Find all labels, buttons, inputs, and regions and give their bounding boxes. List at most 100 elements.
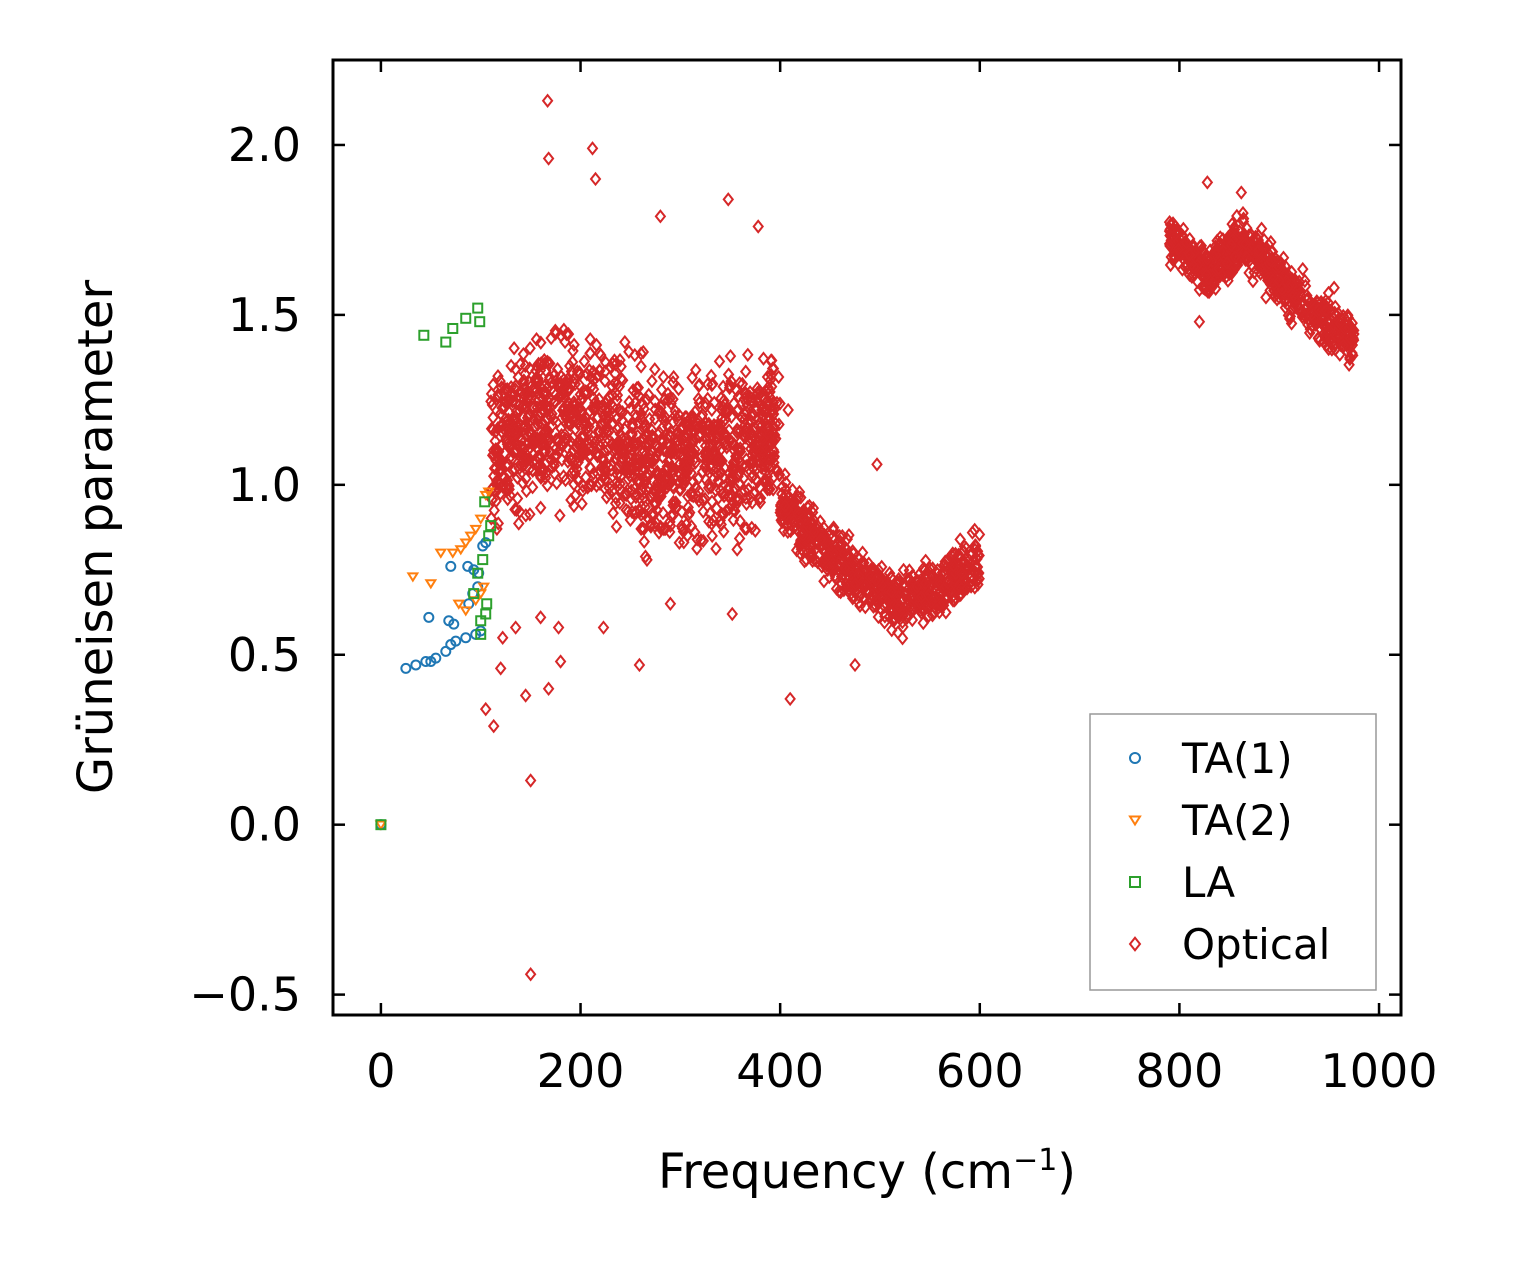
optical-point [543, 372, 555, 388]
optical-point [496, 400, 508, 416]
optical-point [615, 371, 627, 387]
optical-point [520, 453, 532, 469]
optical-point [1322, 341, 1335, 357]
optical-point [1201, 175, 1214, 190]
optical-point [870, 572, 882, 588]
optical-point [704, 506, 716, 521]
optical-point [822, 547, 834, 563]
optical-point [740, 521, 753, 536]
optical-point [740, 458, 753, 474]
optical-point [736, 376, 749, 392]
optical-point [741, 347, 754, 363]
optical-point [858, 555, 870, 571]
optical-point [830, 581, 843, 596]
optical-point [1319, 330, 1332, 346]
optical-point [808, 524, 820, 540]
optical-point [738, 391, 751, 407]
optical-point [687, 452, 700, 468]
optical-point [915, 589, 928, 605]
x-tick-label: 600 [936, 1044, 1024, 1098]
optical-point [917, 615, 930, 631]
optical-point [588, 372, 600, 388]
optical-point [764, 390, 776, 405]
optical-point [755, 426, 768, 441]
optical-point [655, 467, 668, 482]
optical-point [731, 422, 743, 437]
optical-point [504, 414, 516, 429]
optical-point [1337, 338, 1350, 353]
optical-point [733, 476, 746, 491]
optical-point [907, 582, 919, 597]
optical-point [1284, 309, 1297, 324]
optical-point [534, 610, 547, 625]
optical-point [638, 534, 651, 549]
optical-point [610, 519, 623, 534]
optical-point [603, 423, 615, 439]
optical-point [880, 580, 892, 596]
optical-point [643, 450, 655, 466]
optical-point [583, 403, 596, 419]
optical-point [512, 516, 525, 531]
optical-point [578, 354, 591, 369]
optical-point [768, 444, 780, 460]
optical-point [740, 490, 752, 506]
optical-point [734, 513, 746, 529]
optical-point [649, 402, 662, 417]
optical-point [710, 461, 723, 476]
optical-point [867, 599, 880, 614]
optical-point [725, 374, 737, 389]
optical-point [950, 591, 962, 606]
optical-point [1255, 262, 1268, 277]
optical-point [654, 209, 667, 224]
optical-point [915, 576, 928, 591]
optical-point [573, 364, 586, 380]
optical-point [779, 498, 791, 514]
optical-point [738, 483, 751, 499]
optical-point [973, 548, 985, 563]
la-point [474, 316, 486, 328]
ta2-point [477, 582, 491, 593]
optical-point [771, 395, 783, 411]
optical-point [918, 563, 931, 578]
optical-point [1318, 319, 1331, 335]
optical-point [1188, 259, 1200, 274]
optical-point [679, 472, 691, 487]
optical-point [692, 391, 705, 407]
optical-point [587, 381, 600, 397]
optical-point [1268, 276, 1280, 292]
optical-point [652, 492, 665, 507]
optical-point [524, 341, 536, 356]
optical-point [552, 620, 565, 635]
optical-point [1172, 234, 1184, 249]
optical-point [859, 599, 872, 615]
optical-point [1299, 273, 1311, 289]
optical-point [597, 620, 610, 635]
optical-point [501, 433, 514, 448]
optical-point [589, 434, 602, 450]
optical-point [695, 418, 708, 433]
optical-point [969, 580, 981, 595]
optical-point [691, 541, 703, 556]
optical-point [773, 417, 785, 432]
optical-point [762, 477, 775, 492]
optical-point [624, 512, 637, 528]
la-point [475, 628, 487, 640]
optical-point [901, 610, 913, 625]
optical-point [703, 476, 715, 492]
optical-point [1210, 247, 1222, 263]
ta2-point [446, 548, 460, 559]
optical-point [605, 397, 617, 412]
optical-point [726, 606, 739, 622]
optical-point [610, 439, 622, 454]
optical-point [685, 487, 698, 503]
optical-point [912, 589, 924, 604]
optical-point [495, 462, 507, 478]
optical-point [776, 479, 789, 494]
optical-point [892, 606, 905, 621]
optical-point [699, 459, 711, 474]
optical-point [580, 387, 592, 402]
optical-point [656, 449, 669, 465]
optical-point [536, 391, 549, 406]
la-point [472, 302, 484, 314]
